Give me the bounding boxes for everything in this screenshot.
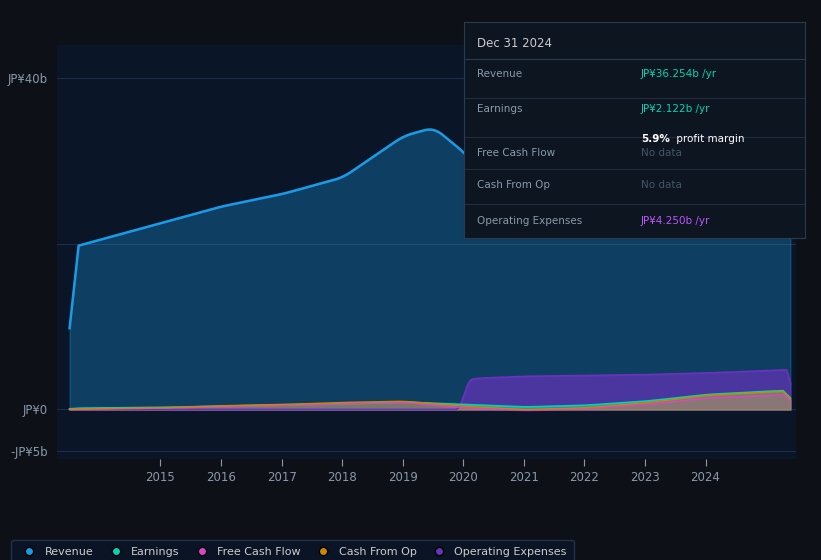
Text: No data: No data — [641, 180, 682, 190]
Text: Revenue: Revenue — [478, 69, 523, 79]
Text: profit margin: profit margin — [673, 134, 745, 144]
Text: Dec 31 2024: Dec 31 2024 — [478, 38, 553, 50]
Text: Cash From Op: Cash From Op — [478, 180, 551, 190]
Text: JP¥2.122b /yr: JP¥2.122b /yr — [641, 104, 710, 114]
Text: JP¥4.250b /yr: JP¥4.250b /yr — [641, 216, 710, 226]
Text: 5.9%: 5.9% — [641, 134, 670, 144]
Text: Earnings: Earnings — [478, 104, 523, 114]
Text: JP¥36.254b /yr: JP¥36.254b /yr — [641, 69, 718, 79]
Legend: Revenue, Earnings, Free Cash Flow, Cash From Op, Operating Expenses: Revenue, Earnings, Free Cash Flow, Cash … — [11, 540, 574, 560]
Text: No data: No data — [641, 148, 682, 158]
Text: Free Cash Flow: Free Cash Flow — [478, 148, 556, 158]
Text: Operating Expenses: Operating Expenses — [478, 216, 583, 226]
